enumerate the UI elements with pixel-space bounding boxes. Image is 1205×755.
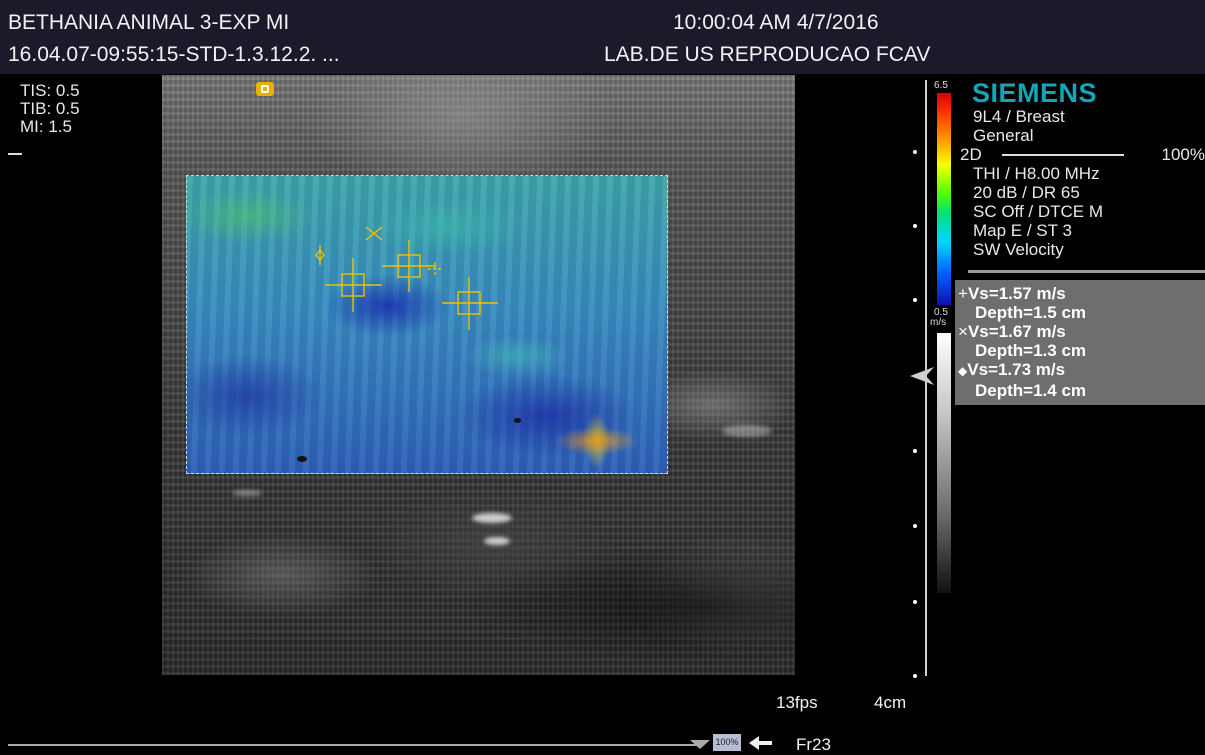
grayscale-bar	[937, 333, 951, 593]
focus-arrow-icon[interactable]	[908, 365, 936, 387]
panel-separator	[968, 270, 1205, 273]
focus-marker	[8, 153, 22, 155]
diamond-marker-icon	[315, 245, 325, 265]
settings-panel: 9L4 / Breast General 2D 100% THI / H8.00…	[960, 107, 1205, 259]
echo-spot	[232, 490, 262, 496]
plus-marker-icon	[428, 262, 442, 276]
measurement-depth: Depth=1.5 cm	[975, 303, 1087, 322]
depth-tick	[913, 524, 917, 528]
study-id: 16.04.07-09:55:15-STD-1.3.12.2. ...	[8, 43, 340, 66]
orientation-marker-icon	[256, 82, 274, 96]
measurement-velocity: Vs=1.73 m/s	[967, 360, 1066, 379]
depth-tick	[913, 600, 917, 604]
measurement-2: ×Vs=1.67 m/s	[958, 322, 1086, 341]
echo-spot	[484, 537, 510, 545]
measurement-roi-box[interactable]	[325, 258, 382, 312]
tis-index: TIS: 0.5	[20, 81, 80, 100]
frame-number: Fr23	[796, 735, 831, 754]
plus-marker-icon: +	[958, 284, 968, 303]
depth-tick	[913, 298, 917, 302]
brand-logo: SIEMENS	[972, 78, 1098, 108]
measurement-depth: Depth=1.4 cm	[975, 381, 1087, 400]
gain-label: 20 dB / DR 65	[973, 183, 1080, 202]
caliper-overlay[interactable]	[300, 220, 520, 340]
echo-spot	[722, 425, 772, 437]
institution-name: LAB.DE US REPRODUCAO FCAV	[604, 43, 931, 66]
measurement-depth: Depth=1.3 cm	[975, 341, 1087, 360]
measurement-results: +Vs=1.57 m/s Depth=1.5 cm ×Vs=1.67 m/s D…	[958, 284, 1086, 400]
top-bar	[0, 0, 1205, 74]
measurement-3: ◆Vs=1.73 m/s	[958, 360, 1086, 381]
depth-tick	[913, 449, 917, 453]
map-label: Map E / ST 3	[973, 221, 1072, 240]
depth-tick	[913, 150, 917, 154]
colorbar-unit: m/s	[930, 317, 947, 328]
echo-spot	[472, 513, 512, 523]
safety-indices: TIS: 0.5 TIB: 0.5 MI: 1.5	[20, 82, 80, 136]
velocity-colorbar	[937, 93, 951, 305]
measurement-velocity: Vs=1.57 m/s	[967, 284, 1066, 303]
mi-index: MI: 1.5	[20, 117, 72, 136]
measurement-roi-box[interactable]	[442, 277, 498, 330]
cine-marker-icon[interactable]	[690, 738, 710, 750]
artifact-dot	[297, 456, 307, 462]
processing-label: SC Off / DTCE M	[973, 202, 1104, 221]
power-line	[1002, 154, 1124, 156]
patient-name: BETHANIA ANIMAL 3-EXP MI	[8, 11, 290, 34]
cine-timeline[interactable]	[8, 744, 698, 746]
diamond-marker-icon: ◆	[958, 364, 968, 378]
velocity-label: SW Velocity	[973, 240, 1064, 259]
artifact-dot	[514, 418, 521, 423]
power-label: 100%	[1161, 145, 1205, 164]
cross-marker-icon: ×	[958, 322, 968, 341]
frame-rate: 13fps	[776, 693, 818, 712]
back-arrow-icon[interactable]	[745, 733, 775, 752]
measurement-panel	[955, 280, 1205, 405]
cross-marker-icon	[365, 226, 383, 241]
depth-tick	[913, 674, 917, 678]
transducer-label: 9L4 / Breast	[973, 107, 1065, 126]
hypoechoic-region	[462, 545, 795, 665]
measurement-1: +Vs=1.57 m/s	[958, 284, 1086, 303]
tib-index: TIB: 0.5	[20, 99, 80, 118]
depth-tick	[913, 224, 917, 228]
mode-row: 2D 100%	[960, 145, 1205, 164]
exam-datetime: 10:00:04 AM 4/7/2016	[673, 11, 879, 34]
colorbar-max: 6.5	[934, 80, 948, 91]
preset-label: General	[973, 126, 1034, 145]
measurement-roi-box[interactable]	[382, 240, 436, 292]
mode-label: 2D	[960, 145, 982, 164]
depth-value: 4cm	[874, 693, 907, 712]
measurement-velocity: Vs=1.67 m/s	[967, 322, 1066, 341]
colorbar-min: 0.5	[934, 307, 948, 318]
frequency-label: THI / H8.00 MHz	[973, 164, 1100, 183]
elastography-roi[interactable]	[186, 175, 668, 474]
zoom-badge[interactable]: 100%	[713, 734, 741, 751]
